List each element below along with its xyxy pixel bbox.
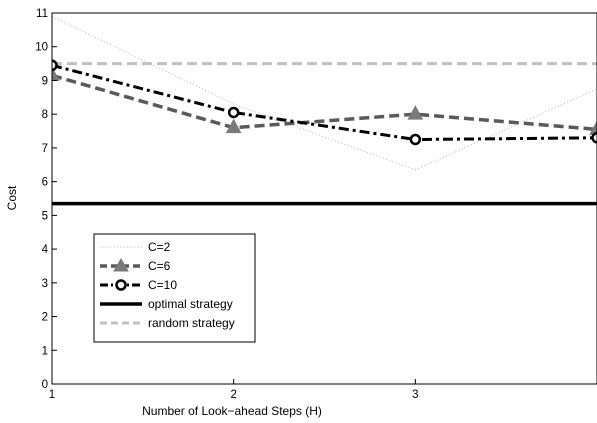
x-axis: 1 2 3 bbox=[49, 379, 419, 401]
series-line bbox=[52, 15, 597, 171]
series-layer bbox=[52, 15, 597, 206]
legend-marker bbox=[115, 279, 127, 291]
legend-label: random strategy bbox=[148, 316, 235, 330]
marker-layer bbox=[52, 59, 597, 146]
legend-label: optimal strategy bbox=[148, 297, 233, 311]
data-point bbox=[225, 118, 242, 134]
legend-label: C=2 bbox=[148, 240, 171, 254]
y-tick-label: 10 bbox=[35, 42, 48, 54]
data-point bbox=[409, 133, 422, 146]
y-axis: 0 1 2 3 4 5 6 7 8 9 10 11 bbox=[35, 8, 57, 391]
legend: C=2 C=6 C=10 optimal strategy random strateg… bbox=[93, 233, 256, 343]
series-line bbox=[52, 63, 597, 142]
data-point bbox=[407, 105, 424, 120]
plot-frame bbox=[51, 12, 597, 385]
y-tick-label: 6 bbox=[42, 177, 48, 189]
series-line bbox=[52, 73, 597, 132]
y-tick-label: 4 bbox=[42, 244, 49, 256]
y-tick-label: 11 bbox=[36, 8, 48, 20]
x-tick-label: 1 bbox=[49, 389, 55, 401]
y-tick-label: 9 bbox=[42, 75, 48, 87]
x-axis-title: Number of Look−ahead Steps (H) bbox=[142, 404, 322, 418]
y-tick-label: 3 bbox=[42, 278, 48, 290]
data-point bbox=[591, 132, 597, 144]
y-tick-label: 0 bbox=[42, 379, 48, 391]
x-tick-label: 3 bbox=[412, 389, 418, 401]
y-axis-title: Cost bbox=[5, 185, 19, 210]
x-tick-label: 2 bbox=[230, 389, 236, 401]
legend-label: C=6 bbox=[148, 259, 171, 273]
y-tick-label: 5 bbox=[42, 210, 48, 222]
y-tick-label: 1 bbox=[42, 345, 48, 357]
legend-marker bbox=[113, 258, 129, 272]
data-point bbox=[227, 106, 240, 119]
y-tick-label: 7 bbox=[42, 143, 48, 155]
y-tick-label: 8 bbox=[42, 109, 48, 121]
legend-label: C=10 bbox=[148, 278, 177, 292]
data-point bbox=[589, 120, 597, 135]
y-tick-label: 2 bbox=[42, 312, 48, 324]
data-point bbox=[52, 59, 58, 72]
